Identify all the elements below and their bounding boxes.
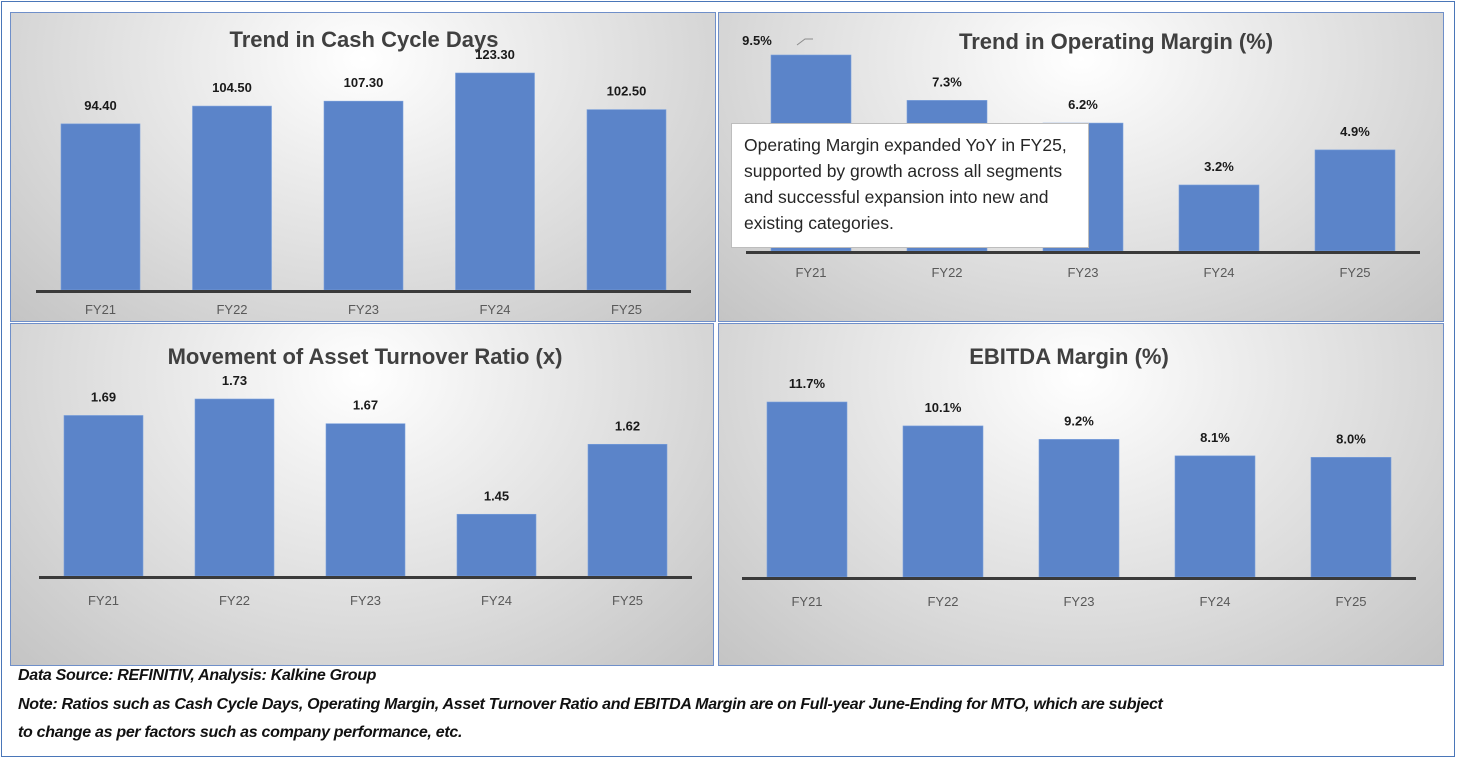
data-label-fy22: 7.3%: [932, 74, 962, 89]
data-label-fy25: 1.62: [615, 418, 640, 433]
bar-fy24: [1174, 455, 1256, 578]
x-tick-label: FY23: [1067, 265, 1098, 280]
x-tick-label: FY25: [1339, 265, 1370, 280]
x-tick-label: FY23: [348, 302, 379, 317]
bar-fy22: [902, 425, 984, 578]
bar-fy25: [587, 443, 668, 577]
data-label-fy23: 6.2%: [1068, 97, 1098, 112]
chart-operating-margin: Trend in Operating Margin (%) 9.5% FY21 7.…: [718, 12, 1444, 322]
bar-fy23: [1038, 439, 1120, 578]
data-label-fy23: 1.67: [353, 398, 378, 413]
chart-title: Trend in Operating Margin (%): [959, 29, 1273, 54]
data-label-fy21: 94.40: [84, 98, 117, 113]
bar-fy24: [455, 72, 535, 291]
chart-title: Trend in Cash Cycle Days: [230, 27, 499, 52]
x-tick-label: FY22: [931, 265, 962, 280]
x-tick-label: FY24: [1203, 265, 1234, 280]
chart-title: EBITDA Margin (%): [969, 344, 1169, 369]
chart-ebitda-margin: EBITDA Margin (%) 11.7% FY21 10.1% FY22 9.2%…: [718, 323, 1444, 666]
bar-fy21: [63, 415, 144, 577]
data-label-fy23: 9.2%: [1064, 413, 1094, 428]
chart-cash-cycle-days: Trend in Cash Cycle Days 94.40 FY21 104.50…: [10, 12, 716, 322]
data-source-note: Data Source: REFINITIV, Analysis: Kalkin…: [18, 667, 377, 684]
x-tick-label: FY21: [85, 302, 116, 317]
x-tick-label: FY22: [927, 594, 958, 609]
data-label-fy24: 123.30: [475, 47, 515, 62]
bar-fy25: [1310, 457, 1392, 578]
x-tick-label: FY25: [612, 593, 643, 608]
x-tick-label: FY21: [791, 594, 822, 609]
bar-fy23: [325, 423, 406, 577]
x-tick-label: FY24: [1199, 594, 1230, 609]
data-label-fy23: 107.30: [344, 75, 384, 90]
data-label-fy21: 9.5%: [742, 33, 772, 48]
chart-svg: EBITDA Margin (%) 11.7% FY21 10.1% FY22 9.2%…: [742, 344, 1416, 609]
chart-svg: Movement of Asset Turnover Ratio (x) 1.6…: [39, 344, 692, 608]
bar-fy24: [456, 513, 537, 577]
data-label-fy22: 104.50: [212, 80, 252, 95]
disclaimer-note-line-1: Note: Ratios such as Cash Cycle Days, Op…: [18, 696, 1163, 713]
bar-fy24: [1178, 184, 1260, 252]
chart-svg: Trend in Cash Cycle Days 94.40 FY21 104.50…: [36, 27, 691, 317]
data-label-fy22: 1.73: [222, 373, 247, 388]
x-tick-label: FY22: [219, 593, 250, 608]
bar-fy22: [194, 398, 275, 577]
bar-fy25: [586, 109, 667, 291]
x-tick-label: FY22: [216, 302, 247, 317]
x-tick-label: FY23: [1063, 594, 1094, 609]
x-tick-label: FY24: [481, 593, 512, 608]
leader-line: [796, 38, 813, 46]
x-tick-label: FY25: [1335, 594, 1366, 609]
bar-fy23: [323, 100, 404, 291]
data-label-fy24: 3.2%: [1204, 159, 1234, 174]
disclaimer-note-line-2: to change as per factors such as company…: [18, 724, 463, 741]
x-tick-label: FY21: [795, 265, 826, 280]
data-label-fy25: 4.9%: [1340, 124, 1370, 139]
chart-title: Movement of Asset Turnover Ratio (x): [168, 344, 563, 369]
data-label-fy21: 1.69: [91, 389, 116, 404]
annotation-callout: Operating Margin expanded YoY in FY25, s…: [731, 123, 1089, 248]
x-tick-label: FY21: [88, 593, 119, 608]
data-label-fy25: 8.0%: [1336, 431, 1366, 446]
bar-fy25: [1314, 149, 1396, 252]
data-label-fy24: 8.1%: [1200, 430, 1230, 445]
bar-fy21: [766, 401, 848, 578]
bar-fy21: [60, 123, 141, 291]
x-tick-label: FY25: [611, 302, 642, 317]
x-tick-label: FY23: [350, 593, 381, 608]
data-label-fy25: 102.50: [607, 84, 647, 99]
data-label-fy24: 1.45: [484, 488, 509, 503]
x-tick-label: FY24: [479, 302, 510, 317]
data-label-fy22: 10.1%: [925, 400, 962, 415]
bar-fy22: [192, 105, 272, 291]
data-label-fy21: 11.7%: [789, 376, 826, 391]
chart-asset-turnover-ratio: Movement of Asset Turnover Ratio (x) 1.6…: [10, 323, 714, 666]
